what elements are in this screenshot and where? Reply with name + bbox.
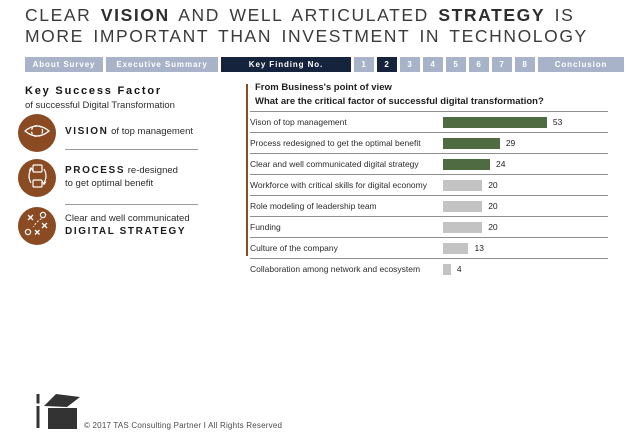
chart-row-label: Vison of top management [250, 117, 347, 127]
title-keyword-strategy: STRATEGY [438, 5, 546, 25]
tas-logo-icon [36, 392, 82, 435]
chart-row-value: 4 [456, 264, 462, 274]
title-text: AND WELL ARTICULATED [169, 5, 439, 25]
bar-chart: Vison of top management 53 Process redes… [250, 111, 608, 279]
chart-row: Funding 20 [250, 217, 608, 238]
slide-nav-bar: About Survey Executive Summary Key Findi… [25, 57, 624, 72]
key-success-factor-subheading: of successful Digital Transformation [25, 100, 175, 111]
chart-bar [443, 242, 469, 254]
chart-row-value: 20 [488, 201, 498, 211]
chart-row: Culture of the company 13 [250, 238, 608, 259]
chart-bar [443, 179, 483, 191]
key-success-factor-heading: Key Success Factor [25, 85, 162, 97]
factor-vision-bold: VISION [65, 126, 109, 137]
slide-title: CLEAR VISION AND WELL ARTICULATED STRATE… [25, 5, 588, 47]
chart-row-label: Process redesigned to get the optimal be… [250, 138, 421, 148]
strategy-icon [18, 205, 56, 248]
chart-row: Vison of top management 53 [250, 112, 608, 133]
left-panel-divider [65, 204, 198, 205]
chart-row-value: 13 [474, 243, 484, 253]
title-text: IS [545, 5, 575, 25]
vision-icon-badge [18, 114, 56, 152]
chart-bar [443, 137, 500, 149]
factor-process-line2: to get optimal benefit [65, 177, 154, 189]
chart-row-label: Collaboration among network and ecosyste… [250, 264, 421, 274]
chart-title: What are the critical factor of successf… [255, 96, 544, 107]
chart-row-value: 24 [496, 159, 506, 169]
copyright-text: © 2017 TAS Consulting Partner I All Righ… [84, 421, 283, 430]
tab-finding-3[interactable]: 3 [400, 57, 420, 72]
process-icon-badge [18, 159, 56, 197]
chart-row-value: 29 [505, 138, 516, 148]
chart-row-value: 53 [552, 117, 563, 127]
factor-vision: VISION of top management [65, 126, 193, 139]
chart-row: Role modeling of leadership team 20 [250, 196, 608, 217]
tab-finding-8[interactable]: 8 [515, 57, 535, 72]
title-keyword-vision: VISION [100, 5, 170, 25]
factor-process-bold: PROCESS [65, 165, 126, 176]
tab-finding-6[interactable]: 6 [469, 57, 489, 72]
chart-subtitle: From Business's point of view [255, 82, 392, 93]
factor-process-rest: re-designed [125, 165, 178, 176]
chart-bar [443, 221, 483, 233]
chart-row-label: Clear and well communicated digital stra… [250, 159, 419, 169]
tab-finding-7[interactable]: 7 [492, 57, 512, 72]
chart-row-label: Culture of the company [250, 243, 338, 253]
process-icon [18, 157, 56, 200]
vertical-divider [246, 84, 248, 256]
factor-strategy: Clear and well communicated DIGITAL STRA… [65, 213, 190, 238]
tab-finding-2-active[interactable]: 2 [377, 57, 397, 72]
title-text: CLEAR [25, 5, 101, 25]
tab-finding-4[interactable]: 4 [423, 57, 443, 72]
chart-bar [443, 263, 451, 275]
chart-row-label: Workforce with critical skills for digit… [250, 180, 427, 190]
title-line2: MORE IMPORTANT THAN INVESTMENT IN TECHNO… [25, 26, 588, 46]
factor-process: PROCESS re-designed to get optimal benef… [65, 165, 178, 190]
chart-bar [443, 116, 547, 128]
strategy-icon-badge [18, 207, 56, 245]
tab-executive-summary[interactable]: Executive Summary [106, 57, 218, 72]
tab-about-survey[interactable]: About Survey [25, 57, 103, 72]
chart-bar [443, 200, 483, 212]
chart-row-value: 20 [488, 222, 498, 232]
chart-row: Process redesigned to get the optimal be… [250, 133, 608, 154]
eye-icon [18, 112, 56, 155]
factor-strategy-bold: DIGITAL STRATEGY [65, 225, 187, 237]
chart-row: Collaboration among network and ecosyste… [250, 259, 608, 279]
chart-row-label: Role modeling of leadership team [250, 201, 377, 211]
factor-vision-rest: of top management [108, 126, 193, 137]
chart-row-label: Funding [250, 222, 281, 232]
chart-bar [443, 158, 491, 170]
chart-row: Workforce with critical skills for digit… [250, 175, 608, 196]
left-panel-divider [65, 149, 198, 150]
tab-finding-5[interactable]: 5 [446, 57, 466, 72]
factor-strategy-line1: Clear and well communicated [65, 213, 190, 224]
tab-finding-1[interactable]: 1 [354, 57, 374, 72]
chart-row-value: 20 [488, 180, 498, 190]
tab-key-finding[interactable]: Key Finding No. [221, 57, 351, 72]
tab-conclusion[interactable]: Conclusion [538, 57, 624, 72]
chart-row: Clear and well communicated digital stra… [250, 154, 608, 175]
